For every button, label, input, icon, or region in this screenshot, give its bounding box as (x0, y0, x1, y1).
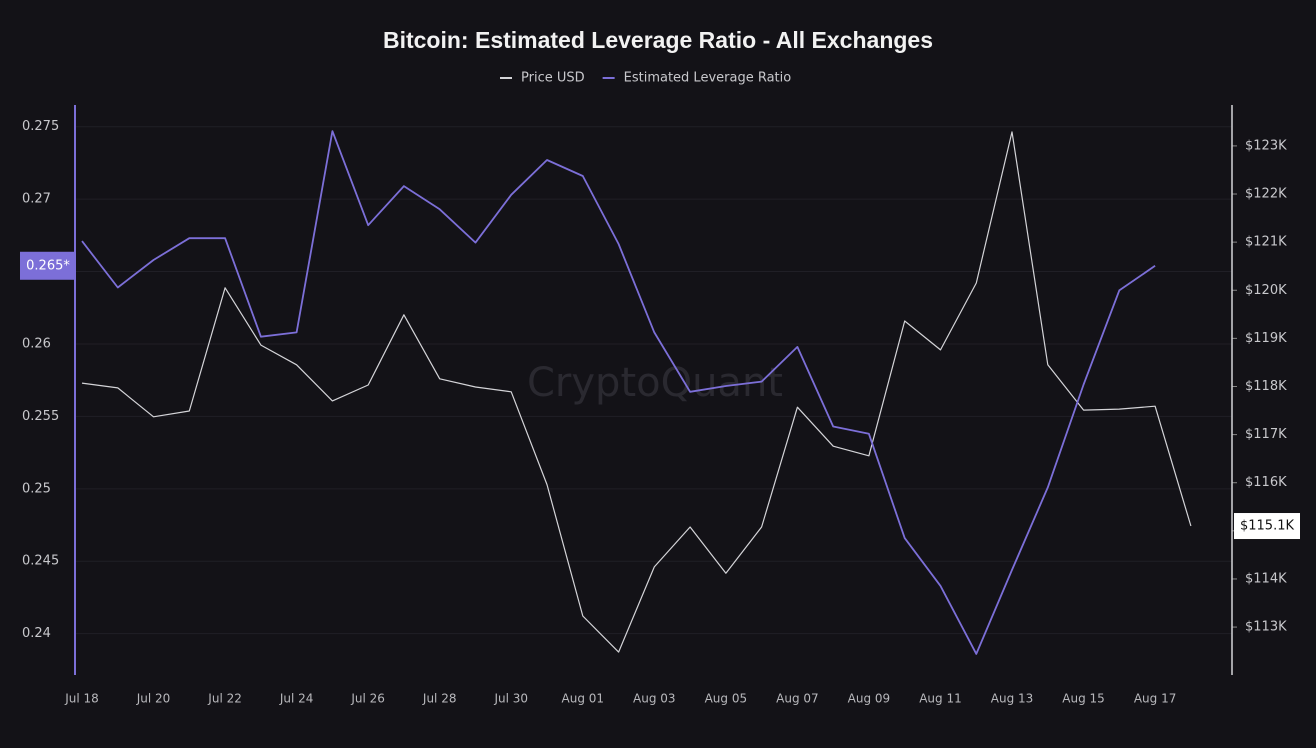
x-tick-label: Jul 28 (422, 692, 457, 706)
y2-tick-label: $116K (1245, 475, 1287, 490)
y-tick-label: 0.26 (22, 336, 51, 351)
end-label: 0.265* (26, 258, 70, 273)
y2-tick-label: $117K (1245, 427, 1287, 442)
x-tick-label: Aug 13 (991, 692, 1034, 706)
end-badge (1234, 513, 1300, 540)
y2-tick-label: $121K (1245, 235, 1287, 250)
y2-tick-label: $114K (1245, 571, 1287, 586)
y2-tick-label: $122K (1245, 187, 1287, 202)
x-tick-label: Aug 11 (919, 692, 962, 706)
x-tick-label: Jul 22 (207, 692, 242, 706)
y2-tick-label: $118K (1245, 379, 1287, 394)
y2-tick-label: $120K (1245, 283, 1287, 298)
x-tick-label: Aug 15 (1062, 692, 1105, 706)
y2-tick-label: $113K (1245, 620, 1287, 635)
x-tick-label: Aug 01 (562, 692, 605, 706)
x-tick-label: Aug 09 (848, 692, 891, 706)
y-tick-label: 0.24 (22, 626, 51, 641)
y2-tick-label: $119K (1245, 331, 1287, 346)
x-tick-label: Aug 03 (633, 692, 676, 706)
y-tick-label: 0.27 (22, 192, 51, 207)
x-tick-label: Aug 17 (1134, 692, 1177, 706)
x-tick-label: Jul 24 (279, 692, 314, 706)
y-tick-label: 0.245 (22, 554, 59, 569)
end-badge (20, 251, 76, 280)
legend-label: Price USD (521, 71, 585, 86)
legend-label: Estimated Leverage Ratio (624, 71, 792, 86)
chart-title: Bitcoin: Estimated Leverage Ratio - All … (383, 27, 933, 53)
watermark: CryptoQuant (527, 360, 783, 406)
y-tick-label: 0.25 (22, 481, 51, 496)
x-tick-label: Aug 05 (705, 692, 748, 706)
line-series (81, 131, 1192, 653)
line-series (81, 130, 1156, 655)
x-tick-label: Aug 07 (776, 692, 819, 706)
y2-tick-label: $123K (1245, 138, 1287, 153)
x-tick-label: Jul 26 (350, 692, 385, 706)
y-tick-label: 0.255 (22, 409, 59, 424)
x-tick-label: Jul 20 (136, 692, 171, 706)
end-label: $115.1K (1240, 519, 1294, 534)
x-tick-label: Jul 18 (64, 692, 99, 706)
x-tick-label: Jul 30 (493, 692, 528, 706)
y-tick-label: 0.275 (22, 119, 59, 134)
